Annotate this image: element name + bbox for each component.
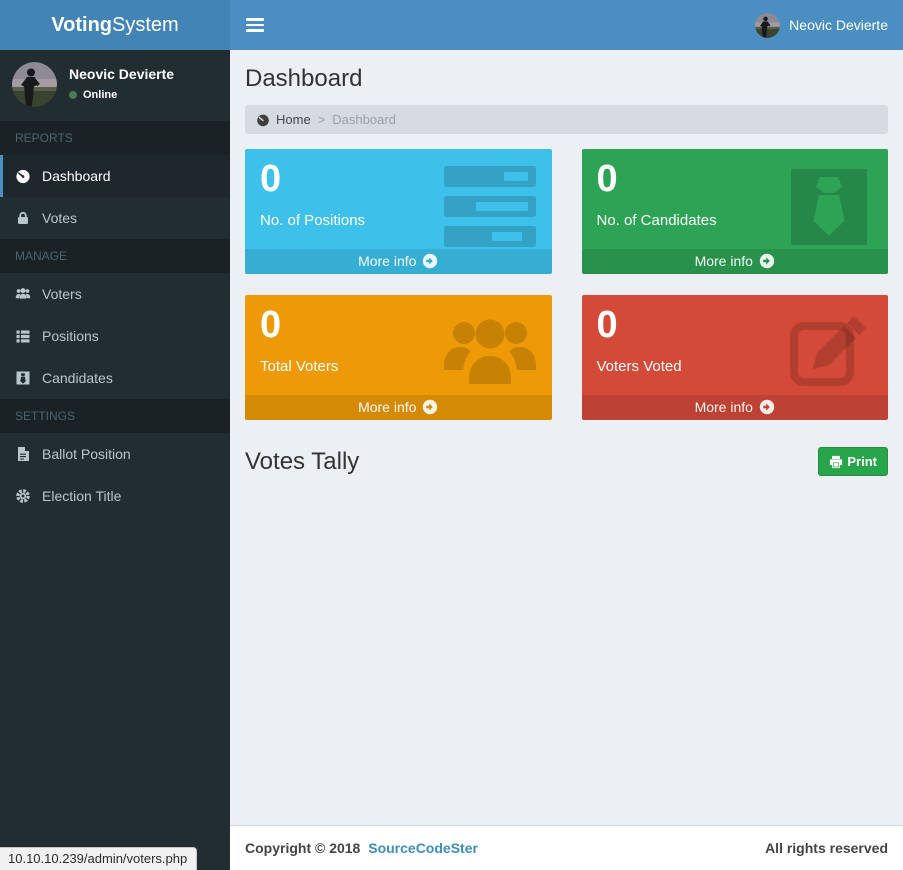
brand-logo[interactable]: Voting System: [0, 0, 230, 50]
tasks-icon: [442, 162, 538, 252]
sidebar-user-panel: Neovic Devierte Online: [0, 50, 230, 117]
lock-icon: [18, 211, 28, 224]
brand-rest: System: [112, 13, 179, 36]
sidebar-user-name: Neovic Devierte: [69, 66, 175, 82]
user-avatar: [755, 12, 781, 38]
menu-header-manage: MANAGE: [0, 239, 230, 273]
online-label: Online: [83, 89, 118, 101]
page-title: Dashboard: [245, 65, 363, 92]
print-label: Print: [847, 454, 877, 469]
sidebar-item-voters[interactable]: Voters: [0, 273, 230, 315]
arrow-circle-right-icon: [423, 253, 438, 269]
breadcrumb-current: Dashboard: [332, 112, 396, 127]
breadcrumb-home-label: Home: [276, 112, 311, 127]
more-info-link[interactable]: More info: [581, 395, 888, 420]
stat-label: Total Voters: [260, 358, 339, 375]
rights-reserved: All rights reserved: [765, 840, 888, 856]
page-footer: Copyright © 2018 SourceCodeSter All righ…: [230, 825, 903, 870]
stat-box-candidates: 0 No. of Candidates More info: [581, 149, 888, 274]
more-info-label: More info: [694, 399, 753, 415]
user-menu[interactable]: Neovic Devierte: [740, 0, 903, 50]
sidebar-item-positions[interactable]: Positions: [0, 315, 230, 357]
copyright-text: Copyright © 2018: [245, 840, 361, 856]
browser-status-bar: 10.10.10.239/admin/voters.php: [0, 847, 198, 870]
sidebar-item-label: Dashboard: [42, 168, 111, 184]
stat-label: No. of Positions: [260, 212, 366, 229]
navbar: Neovic Devierte: [230, 0, 903, 50]
list-icon: [16, 330, 30, 343]
breadcrumb: Home > Dashboard: [245, 105, 888, 134]
stat-box-voters-voted: 0 Voters Voted More info: [581, 295, 888, 420]
breadcrumb-separator: >: [317, 112, 326, 127]
stat-value: 0: [260, 304, 282, 346]
sidebar-item-candidates[interactable]: Candidates: [0, 357, 230, 399]
online-dot-icon: [69, 91, 77, 99]
black-tie-icon: [784, 162, 874, 252]
sidebar-item-dashboard[interactable]: Dashboard: [0, 155, 230, 197]
top-header: Voting System: [0, 0, 903, 50]
black-tie-icon: [16, 371, 30, 385]
more-info-link[interactable]: More info: [581, 249, 888, 274]
sidebar-item-label: Election Title: [42, 488, 122, 504]
more-info-link[interactable]: More info: [245, 249, 552, 274]
stat-value: 0: [596, 158, 618, 200]
more-info-link[interactable]: More info: [245, 395, 552, 420]
content-wrapper: Dashboard Home > Dashboard: [230, 50, 903, 825]
users-icon: [442, 308, 538, 398]
arrow-circle-right-icon: [423, 399, 438, 415]
arrow-circle-right-icon: [759, 253, 775, 269]
stat-box-total-voters: 0 Total Voters More info: [245, 295, 552, 420]
sidebar-item-label: Votes: [42, 210, 78, 226]
stat-label: Voters Voted: [596, 358, 682, 375]
more-info-label: More info: [358, 253, 417, 269]
user-name: Neovic Devierte: [789, 17, 888, 33]
sidebar: Neovic Devierte Online REPORTS Dashboard: [0, 50, 230, 870]
users-icon: [15, 288, 31, 299]
printer-icon: [830, 455, 843, 468]
sidebar-item-label: Positions: [42, 328, 99, 344]
edit-icon: [784, 308, 874, 398]
more-info-label: More info: [694, 253, 753, 269]
stat-value: 0: [596, 304, 618, 346]
sidebar-item-ballot-position[interactable]: Ballot Position: [0, 433, 230, 475]
sidebar-menu: REPORTS Dashboard Votes MANAGE: [0, 121, 230, 517]
sidebar-item-label: Candidates: [42, 370, 113, 386]
brand-bold: Voting: [51, 13, 113, 36]
menu-header-settings: SETTINGS: [0, 399, 230, 433]
stat-label: No. of Candidates: [596, 212, 717, 229]
more-info-label: More info: [358, 399, 417, 415]
dashboard-icon: [16, 169, 30, 184]
sidebar-user-avatar: [12, 62, 57, 107]
file-text-icon: [18, 447, 29, 461]
arrow-circle-right-icon: [759, 399, 775, 415]
votes-tally-title: Votes Tally: [245, 447, 360, 475]
sidebar-toggle-icon[interactable]: [230, 0, 280, 50]
sidebar-item-votes[interactable]: Votes: [0, 197, 230, 239]
sidebar-item-label: Voters: [42, 286, 82, 302]
copyright: Copyright © 2018 SourceCodeSter: [245, 840, 478, 856]
sidebar-item-election-title[interactable]: Election Title: [0, 475, 230, 517]
dashboard-icon: [257, 114, 269, 126]
print-button[interactable]: Print: [818, 447, 888, 476]
sidebar-item-label: Ballot Position: [42, 446, 131, 462]
online-status: Online: [69, 89, 174, 101]
breadcrumb-home-link[interactable]: Home: [256, 112, 311, 127]
stat-box-positions: 0 No. of Positions More info: [245, 149, 552, 274]
gear-icon: [16, 489, 30, 503]
stat-value: 0: [260, 158, 282, 200]
menu-header-reports: REPORTS: [0, 121, 230, 155]
sourcecodester-link[interactable]: SourceCodeSter: [368, 840, 478, 856]
